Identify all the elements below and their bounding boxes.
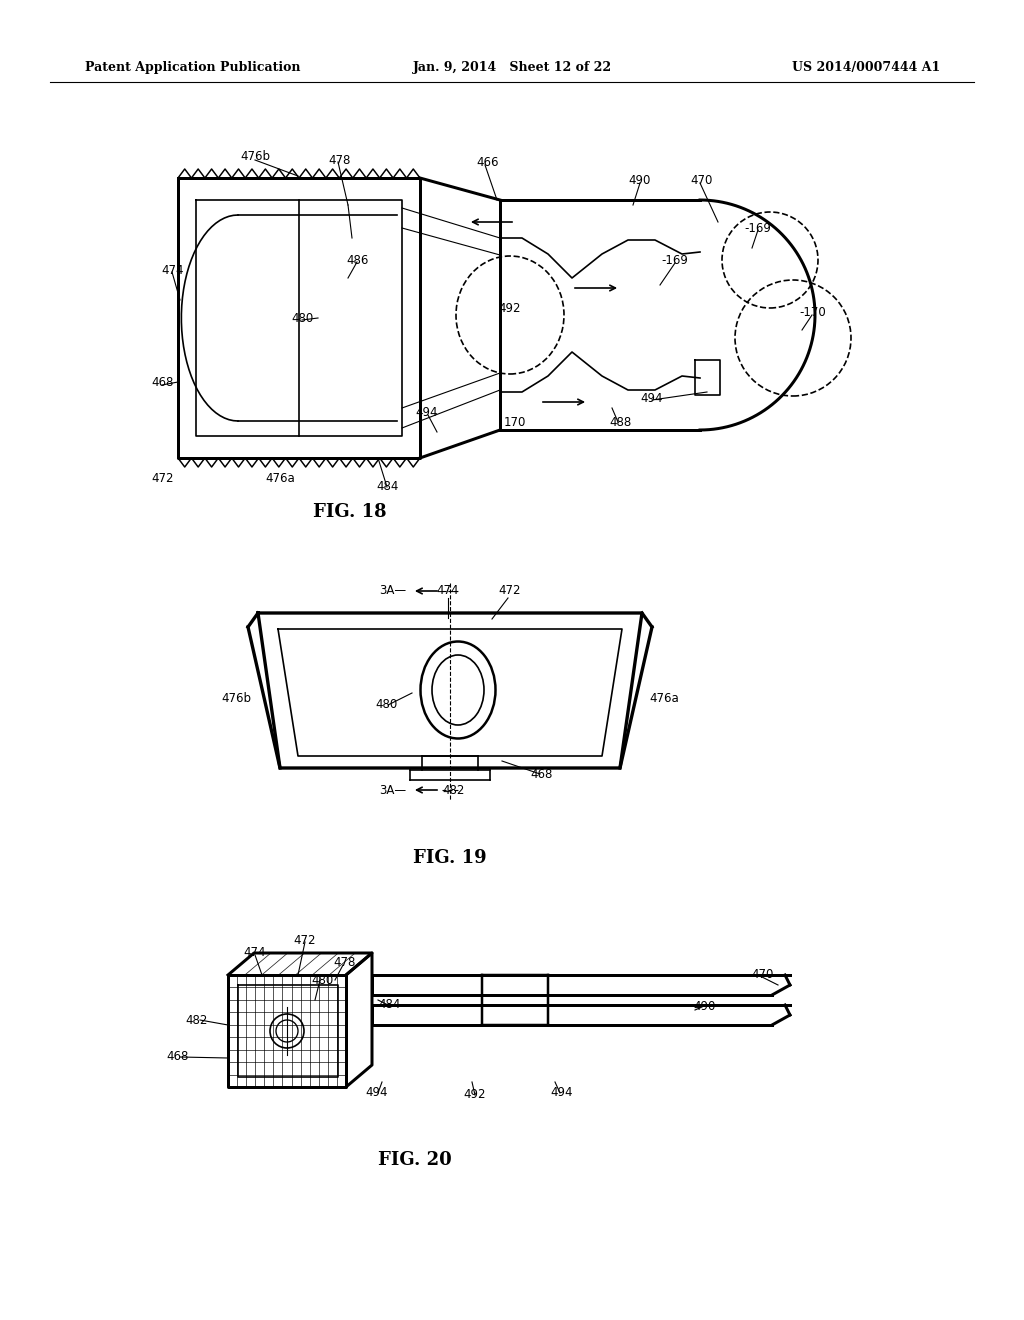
Text: 480: 480	[376, 698, 398, 711]
Text: -169: -169	[662, 255, 688, 268]
Text: FIG. 18: FIG. 18	[313, 503, 387, 521]
Text: 476a: 476a	[649, 692, 679, 705]
Text: 474: 474	[437, 583, 459, 597]
Text: FIG. 19: FIG. 19	[414, 849, 486, 867]
Text: 494: 494	[551, 1086, 573, 1100]
Text: US 2014/0007444 A1: US 2014/0007444 A1	[792, 62, 940, 74]
Text: 476b: 476b	[240, 150, 270, 164]
Text: 494: 494	[366, 1086, 388, 1100]
Text: 492: 492	[464, 1089, 486, 1101]
Text: -169: -169	[744, 222, 771, 235]
Text: 470: 470	[691, 173, 713, 186]
Text: 482: 482	[185, 1014, 208, 1027]
Text: FIG. 20: FIG. 20	[378, 1151, 452, 1170]
Text: 472: 472	[499, 583, 521, 597]
Text: 472: 472	[152, 471, 174, 484]
Text: 466: 466	[477, 157, 500, 169]
Text: 472: 472	[294, 933, 316, 946]
Text: 480: 480	[291, 312, 313, 325]
Text: 476b: 476b	[221, 692, 251, 705]
Text: 476a: 476a	[265, 471, 295, 484]
Text: 3A—: 3A—	[380, 583, 407, 597]
Text: 486: 486	[347, 253, 370, 267]
Text: 490: 490	[629, 173, 651, 186]
Text: 490: 490	[694, 1001, 716, 1014]
Text: 482: 482	[442, 784, 465, 797]
Text: 170: 170	[504, 416, 526, 429]
Text: 474: 474	[162, 264, 184, 276]
Text: Jan. 9, 2014   Sheet 12 of 22: Jan. 9, 2014 Sheet 12 of 22	[413, 62, 611, 74]
Text: -170: -170	[800, 306, 826, 319]
Text: 488: 488	[609, 416, 631, 429]
Text: 492: 492	[499, 301, 521, 314]
Text: 478: 478	[334, 957, 356, 969]
Text: 484: 484	[379, 998, 401, 1011]
Text: 468: 468	[152, 376, 174, 389]
Text: 478: 478	[329, 153, 351, 166]
Text: 494: 494	[416, 407, 438, 420]
Text: 474: 474	[244, 946, 266, 960]
Text: 468: 468	[530, 767, 553, 780]
Text: 470: 470	[752, 969, 774, 982]
Text: 494: 494	[641, 392, 664, 404]
Text: 480: 480	[311, 974, 333, 986]
Text: 468: 468	[167, 1051, 189, 1064]
Text: 3A—: 3A—	[380, 784, 407, 797]
Text: Patent Application Publication: Patent Application Publication	[85, 62, 300, 74]
Text: 484: 484	[377, 480, 399, 494]
